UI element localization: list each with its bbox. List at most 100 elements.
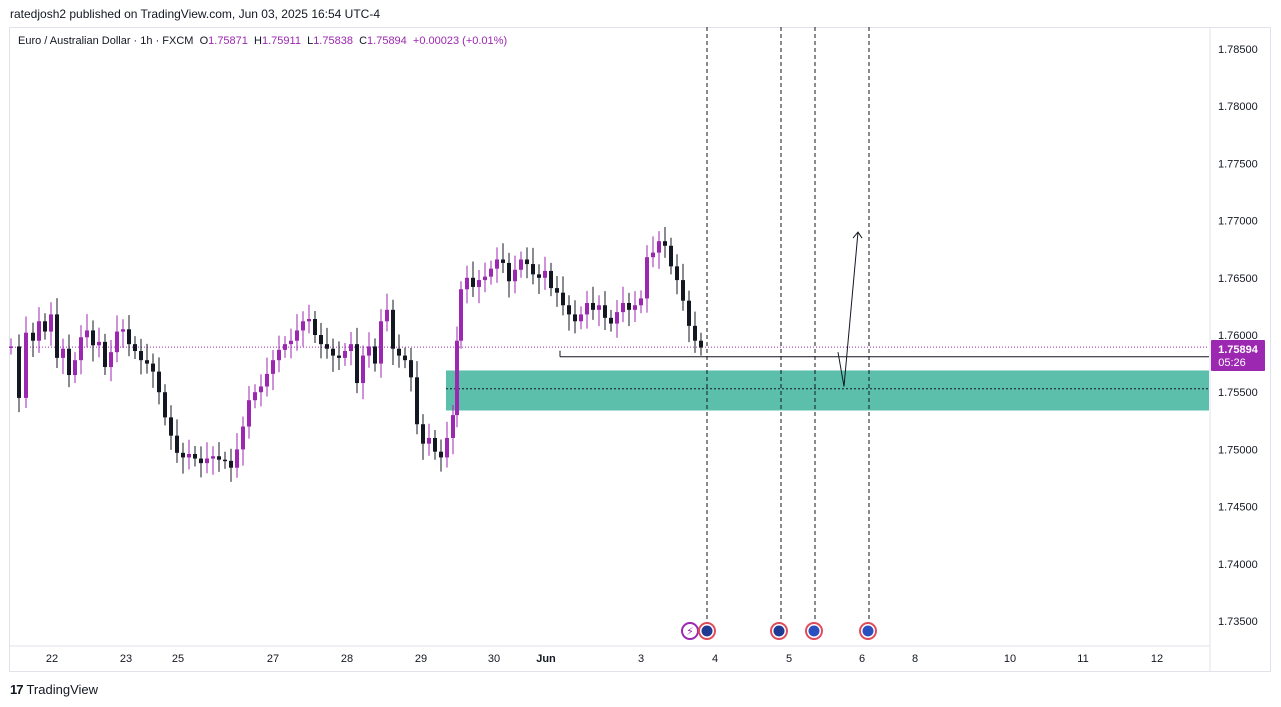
candle-body — [489, 268, 493, 277]
candle-body — [525, 259, 529, 265]
time-axis-tick: 8 — [912, 653, 918, 665]
candle-body — [199, 458, 203, 464]
candle-body — [681, 280, 685, 301]
candle-body — [49, 314, 53, 332]
candle-body — [675, 266, 679, 281]
candle-body — [555, 288, 559, 293]
candle-body — [585, 302, 589, 315]
candle-body — [403, 355, 407, 361]
candle-body — [301, 321, 305, 331]
candle-body — [193, 453, 197, 459]
candle-body — [79, 337, 83, 361]
eu-flag-icon — [862, 625, 874, 637]
au-flag-icon — [701, 625, 713, 637]
candle-body — [247, 400, 251, 427]
time-axis-tick: 29 — [415, 653, 427, 665]
candle-body — [109, 352, 113, 368]
candle-body — [355, 344, 359, 384]
candle-body — [531, 264, 535, 275]
projection-arrowhead[interactable] — [852, 231, 863, 239]
time-axis-tick: 30 — [488, 653, 500, 665]
candle-body — [73, 360, 77, 376]
candle-body — [501, 259, 505, 263]
open-label: O — [199, 35, 209, 47]
candle-body — [361, 355, 365, 384]
time-axis-tick: 12 — [1151, 653, 1163, 665]
low-value: 1.75838 — [313, 35, 353, 47]
bar-countdown: 05:26 — [1218, 357, 1246, 369]
candle-body — [265, 373, 269, 387]
time-axis-tick: 27 — [267, 653, 279, 665]
candle-body — [139, 351, 143, 361]
candle-body — [175, 435, 179, 453]
candle-body — [537, 274, 541, 278]
close-label: C — [359, 35, 368, 47]
candle-body — [391, 309, 395, 349]
candle-body — [483, 276, 487, 281]
price-axis-tick: 1.77500 — [1218, 158, 1258, 170]
candle-body — [313, 318, 317, 335]
last-price-tag: 1.75894 — [1218, 344, 1259, 356]
time-axis-tick: 4 — [712, 653, 718, 665]
candle-body — [591, 302, 595, 310]
candle-body — [103, 341, 107, 368]
time-axis-tick: Jun — [536, 653, 556, 665]
candle-body — [455, 340, 459, 416]
price-axis-tick: 1.75000 — [1218, 444, 1258, 456]
candle-body — [549, 270, 553, 289]
candle-body — [687, 300, 691, 326]
projection-path[interactable] — [837, 231, 859, 387]
candle-body — [253, 392, 257, 401]
candle-body — [421, 424, 425, 444]
tradingview-logo[interactable]: 17 TradingView — [10, 682, 98, 697]
demand-zone[interactable] — [446, 370, 1209, 411]
candle-body — [621, 302, 625, 313]
symbol-title[interactable]: Euro / Australian Dollar · 1h · FXCM — [18, 35, 194, 47]
candle-body — [465, 277, 469, 290]
candle-body — [31, 332, 35, 341]
price-axis-tick: 1.74000 — [1218, 559, 1258, 571]
high-label: H — [254, 35, 262, 47]
candle-body — [163, 392, 167, 418]
candle-body — [271, 360, 275, 374]
candle-body — [277, 349, 281, 361]
time-axis-tick: 3 — [638, 653, 644, 665]
candle-body — [379, 321, 383, 364]
time-axis-tick: 5 — [786, 653, 792, 665]
candle-body — [543, 270, 547, 278]
candle-body — [693, 325, 697, 341]
open-value: 1.75871 — [208, 35, 248, 47]
candle-body — [627, 302, 631, 310]
time-axis-tick: 22 — [46, 653, 58, 665]
candle-body — [367, 346, 371, 356]
au-flag-icon — [773, 625, 785, 637]
candle-body — [439, 451, 443, 458]
time-axis-tick: 6 — [859, 653, 865, 665]
candle-body — [427, 437, 431, 444]
candle-body — [507, 262, 511, 282]
candle-body — [295, 330, 299, 341]
candle-body — [133, 344, 137, 352]
candle-body — [319, 335, 323, 345]
candle-body — [561, 292, 565, 306]
candle-body — [451, 415, 455, 438]
candle-body — [37, 321, 41, 341]
candle-body — [67, 348, 71, 376]
candle-body — [445, 437, 449, 458]
symbol-ohlc-bar: Euro / Australian Dollar · 1h · FXCM O1.… — [18, 35, 507, 47]
candle-body — [495, 259, 499, 269]
candle-body — [115, 331, 119, 353]
candle-body — [567, 305, 571, 315]
candle-body — [325, 344, 329, 349]
candle-body — [289, 340, 293, 345]
candle-body — [127, 329, 131, 345]
candle-body — [229, 460, 233, 468]
candle-body — [91, 330, 95, 346]
eu-flag-icon — [808, 625, 820, 637]
candle-body — [433, 437, 437, 452]
candle-body — [373, 346, 377, 364]
candle-body — [217, 456, 221, 460]
candle-body — [459, 289, 463, 341]
candle-body — [573, 314, 577, 322]
